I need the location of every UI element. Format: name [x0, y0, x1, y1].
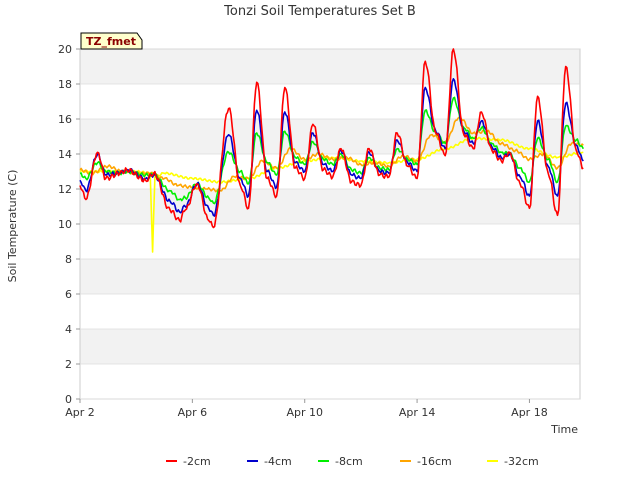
legend-label: -8cm — [335, 455, 363, 468]
y-tick-label: 0 — [65, 393, 72, 406]
y-tick-label: 14 — [58, 148, 72, 161]
annotation-box: TZ_fmet — [80, 32, 143, 50]
plot-band — [80, 119, 580, 154]
legend-label: -4cm — [264, 455, 292, 468]
x-tick-label: Apr 10 — [286, 406, 323, 419]
legend-label: -2cm — [183, 455, 211, 468]
x-tick-label: Apr 18 — [511, 406, 548, 419]
plot-band — [80, 49, 580, 84]
plot-band — [80, 294, 580, 329]
series-line-2cmcm — [79, 48, 584, 229]
legend-label: -16cm — [417, 455, 452, 468]
plot-band — [80, 84, 580, 119]
legend-label: -32cm — [504, 455, 539, 468]
chart-title: Tonzi Soil Temperatures Set B — [223, 4, 416, 19]
x-tick-label: Apr 14 — [399, 406, 436, 419]
y-tick-label: 10 — [58, 218, 72, 231]
y-tick-label: 8 — [65, 253, 72, 266]
x-axis: Apr 2 Apr 6 Apr 10 Apr 14 Apr 18 — [65, 399, 548, 419]
y-axis-label: Soil Temperature (C) — [6, 170, 19, 283]
x-axis-label: Time — [550, 423, 578, 436]
y-tick-label: 18 — [58, 78, 72, 91]
series-line-16cmcm — [79, 116, 584, 193]
annotation-label: TZ_fmet — [86, 35, 136, 48]
series-line-8cmcm — [79, 96, 585, 205]
series-lines — [79, 48, 585, 253]
plot-band — [80, 259, 580, 294]
annotation-box-shape — [80, 32, 143, 50]
y-axis: 0 2 4 6 8 10 12 14 16 18 20 — [58, 43, 580, 406]
y-tick-label: 16 — [58, 113, 72, 126]
series-line-4cmcm — [79, 78, 584, 217]
x-tick-label: Apr 6 — [178, 406, 208, 419]
x-tick-label: Apr 2 — [65, 406, 95, 419]
y-tick-label: 2 — [65, 358, 72, 371]
y-tick-label: 4 — [65, 323, 72, 336]
plot-band — [80, 329, 580, 364]
y-tick-label: 20 — [58, 43, 72, 56]
legend: -2cm -4cm -8cm -16cm -32cm — [166, 455, 539, 468]
y-tick-label: 6 — [65, 288, 72, 301]
plot-background-bands — [80, 49, 580, 399]
y-tick-label: 12 — [58, 183, 72, 196]
plot-band — [80, 364, 580, 399]
plot-band — [80, 224, 580, 259]
